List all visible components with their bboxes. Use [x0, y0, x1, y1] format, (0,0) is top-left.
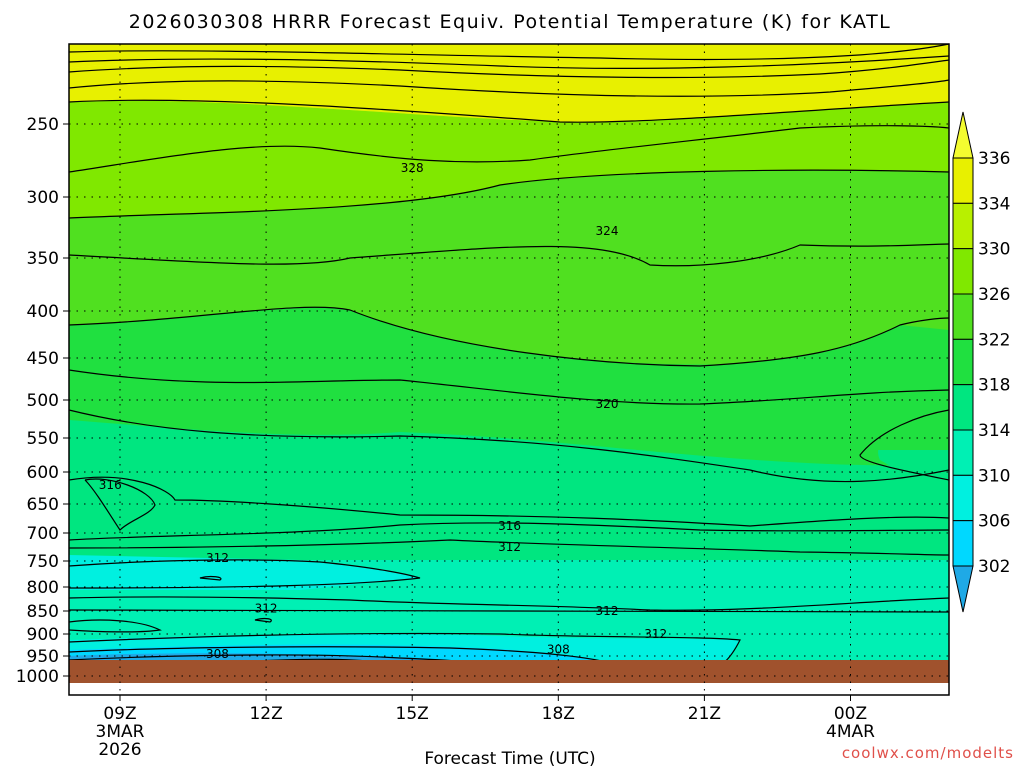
x-tick-label: 21Z	[688, 704, 721, 724]
credit-text: coolwx.com/modelts	[842, 744, 1014, 762]
contour-label: 312	[596, 604, 619, 618]
contour-line	[859, 409, 950, 481]
colorbar-extend-max	[952, 111, 974, 159]
colorbar-segment	[952, 429, 974, 476]
contour-line	[68, 169, 950, 219]
contour-line	[68, 596, 950, 611]
contour-line	[84, 478, 156, 531]
contour-line	[68, 59, 950, 79]
contour-line	[68, 79, 950, 97]
y-tick-label: 350	[27, 249, 59, 269]
colorbar-label: 310	[978, 466, 1010, 486]
colorbar-segment	[952, 384, 974, 431]
contour-line	[68, 125, 950, 173]
colorbar-label: 336	[978, 149, 1010, 169]
colorbar-label: 322	[978, 330, 1010, 350]
chart-title: 2026030308 HRRR Forecast Equiv. Potentia…	[129, 11, 892, 33]
contour-line	[68, 369, 950, 405]
contour-line	[68, 522, 950, 541]
contour-line	[68, 43, 950, 61]
contour-line	[68, 243, 950, 267]
colorbar-segment	[952, 520, 974, 567]
y-tick-label: 850	[27, 602, 59, 622]
y-tick-label: 1000	[16, 667, 59, 687]
contour-label: 316	[99, 478, 122, 492]
x-tick-label: 00Z	[834, 704, 867, 724]
color-band	[69, 595, 949, 613]
x-tick-label: 09Z	[103, 704, 136, 724]
colorbar-segment	[952, 202, 974, 250]
contour-line	[68, 476, 950, 527]
ground-surface	[69, 660, 949, 683]
y-tick-label: 650	[27, 495, 59, 515]
y-tick-label: 750	[27, 552, 59, 572]
contour-labels: 328 324 320 316 316 312 312 312 312 312 308 308	[99, 161, 667, 661]
y-tick-label: 600	[27, 463, 59, 483]
plot-area: 328 324 320 316 316 312 312 312 312 312 308 308	[68, 43, 950, 696]
colorbar-label: 306	[978, 512, 1010, 532]
contour-line	[68, 99, 950, 123]
contour-line	[68, 306, 950, 367]
colorbar: 336 334 330 326 322 318 314 310 306 302	[952, 111, 1010, 613]
contour-lines	[68, 43, 950, 673]
x-tick-label: 12Z	[249, 704, 282, 724]
colorbar-segment	[952, 157, 974, 204]
colorbar-segment	[952, 474, 974, 522]
y-tick-label: 700	[27, 524, 59, 544]
contour-line	[68, 409, 950, 483]
y-axis: 250 300 350 400 450 500 550 600 650 700 750 800 850 9…	[16, 115, 69, 687]
contour-line	[68, 559, 421, 589]
x-tick-date-label: 3MAR	[96, 722, 145, 742]
y-tick-label: 400	[27, 302, 59, 322]
x-tick-date-label: 4MAR	[826, 722, 875, 742]
contour-line	[68, 609, 950, 613]
x-tick-label: 18Z	[542, 704, 575, 724]
colorbar-label: 330	[978, 240, 1010, 260]
y-tick-label: 950	[27, 647, 59, 667]
colorbar-segment	[952, 293, 974, 340]
contour-label: 320	[596, 397, 619, 411]
contour-line	[68, 539, 950, 556]
colorbar-label: 302	[978, 557, 1010, 577]
contour-label: 312	[206, 551, 229, 565]
y-tick-label: 250	[27, 115, 59, 135]
color-band	[69, 244, 949, 365]
contour-label: 308	[206, 647, 229, 661]
colorbar-label: 318	[978, 376, 1010, 396]
colorbar-label: 334	[978, 194, 1010, 214]
x-tick-label: 15Z	[396, 704, 429, 724]
contour-label: 316	[498, 519, 521, 533]
y-tick-label: 900	[27, 625, 59, 645]
y-tick-label: 300	[27, 188, 59, 208]
contour-label: 312	[644, 627, 667, 641]
contour-line	[68, 55, 950, 69]
y-tick-label: 550	[27, 429, 59, 449]
contour-label: 308	[547, 642, 570, 656]
contour-line	[68, 632, 741, 673]
y-tick-label: 800	[27, 578, 59, 598]
contour-line	[199, 575, 222, 581]
contour-label: 312	[255, 602, 278, 616]
y-tick-label: 450	[27, 349, 59, 369]
colorbar-extend-min	[952, 565, 974, 613]
x-axis-label: Forecast Time (UTC)	[424, 749, 595, 768]
y-tick-label: 500	[27, 391, 59, 411]
color-band	[69, 100, 949, 218]
colorbar-segment	[952, 338, 974, 386]
contour-line	[68, 619, 162, 633]
colorbar-segment	[952, 248, 974, 295]
colorbar-label: 326	[978, 285, 1010, 305]
contour-label: 328	[401, 161, 424, 175]
x-tick-year-label: 2026	[98, 740, 141, 760]
colorbar-label: 314	[978, 421, 1010, 441]
contour-label: 324	[596, 224, 619, 238]
contour-line	[254, 617, 272, 623]
color-bands	[69, 44, 949, 672]
contour-label: 312	[498, 540, 521, 554]
plot-frame	[68, 43, 950, 696]
color-band	[69, 170, 949, 265]
